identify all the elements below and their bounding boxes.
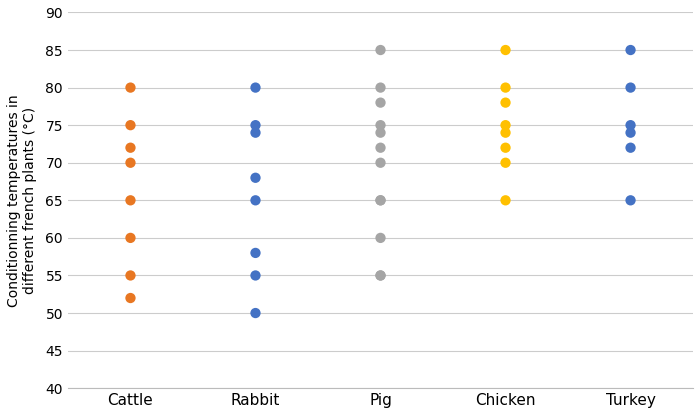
- Point: [625, 129, 636, 136]
- Point: [625, 84, 636, 91]
- Point: [500, 159, 511, 166]
- Point: [125, 295, 136, 301]
- Point: [500, 84, 511, 91]
- Point: [375, 197, 386, 204]
- Point: [375, 159, 386, 166]
- Point: [625, 144, 636, 151]
- Point: [125, 144, 136, 151]
- Point: [250, 122, 261, 129]
- Point: [250, 272, 261, 279]
- Point: [375, 234, 386, 241]
- Point: [375, 99, 386, 106]
- Point: [250, 174, 261, 181]
- Y-axis label: Conditionning temperatures in
different french plants (°C): Conditionning temperatures in different …: [7, 94, 37, 307]
- Point: [375, 47, 386, 54]
- Point: [125, 234, 136, 241]
- Point: [125, 272, 136, 279]
- Point: [375, 272, 386, 279]
- Point: [625, 47, 636, 54]
- Point: [125, 159, 136, 166]
- Point: [250, 197, 261, 204]
- Point: [375, 84, 386, 91]
- Point: [250, 310, 261, 316]
- Point: [125, 122, 136, 129]
- Point: [125, 197, 136, 204]
- Point: [375, 197, 386, 204]
- Point: [250, 249, 261, 256]
- Point: [375, 129, 386, 136]
- Point: [500, 197, 511, 204]
- Point: [250, 129, 261, 136]
- Point: [500, 99, 511, 106]
- Point: [625, 122, 636, 129]
- Point: [500, 129, 511, 136]
- Point: [500, 122, 511, 129]
- Point: [500, 144, 511, 151]
- Point: [500, 47, 511, 54]
- Point: [375, 272, 386, 279]
- Point: [375, 144, 386, 151]
- Point: [375, 122, 386, 129]
- Point: [250, 84, 261, 91]
- Point: [625, 197, 636, 204]
- Point: [125, 84, 136, 91]
